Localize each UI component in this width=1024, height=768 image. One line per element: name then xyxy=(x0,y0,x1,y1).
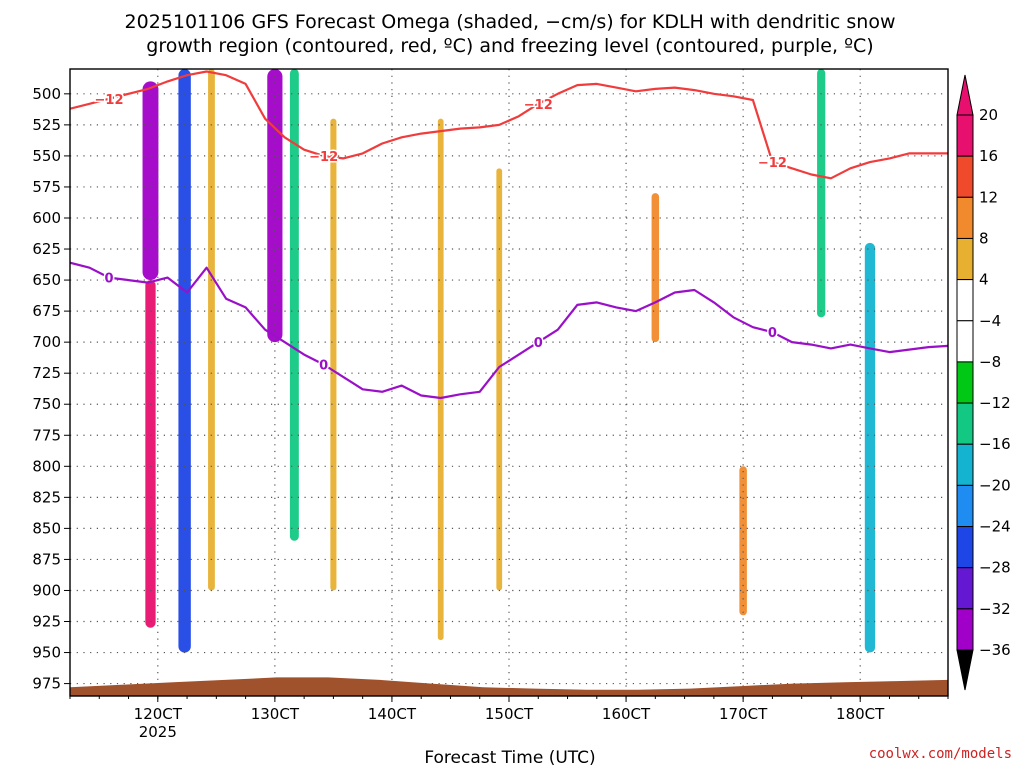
x-axis-label: Forecast Time (UTC) xyxy=(424,748,595,768)
colorbar-legend: 20 16 12 8 4 −4 −8 −12 −16 −20 −24 −28 −32 −36 xyxy=(956,74,1011,691)
omega-shaded-feature xyxy=(145,280,156,628)
colorbar-bin xyxy=(956,155,974,198)
colorbar-label: −24 xyxy=(979,518,1011,536)
y-tick-label: 500 xyxy=(32,85,61,103)
colorbar-label: −36 xyxy=(979,641,1011,659)
y-tick-label: 975 xyxy=(32,675,61,693)
omega-shaded-feature xyxy=(437,118,444,641)
colorbar-label: −16 xyxy=(979,435,1011,453)
plot-content: −12 −12 −12 −12 0 0 0 0 xyxy=(70,69,948,696)
omega-shaded-feature xyxy=(142,81,159,281)
y-tick-label: 575 xyxy=(32,178,61,196)
colorbar-label: 20 xyxy=(979,106,998,124)
snow-growth-contour-label: −12 xyxy=(758,156,787,171)
y-tick-label: 775 xyxy=(32,426,61,444)
y-tick-label: 550 xyxy=(32,147,61,165)
snow-growth-contour-label: −12 xyxy=(95,93,124,108)
y-tick-label: 675 xyxy=(32,302,61,320)
freezing-level-contour-label: 0 xyxy=(768,326,777,341)
y-axis: 500 525 550 575 600 625 650 675 700 725 750 775 800 8… xyxy=(32,85,70,693)
freezing-level-contour-label: 0 xyxy=(534,336,543,351)
freezing-level-contour-line xyxy=(70,261,948,400)
colorbar-label: 8 xyxy=(979,229,989,247)
colorbar-label: −32 xyxy=(979,600,1011,618)
omega-shaded-feature xyxy=(496,168,503,591)
y-tick-label: 525 xyxy=(32,116,61,134)
x-tick-label: 160CT xyxy=(602,705,651,723)
colorbar-label: −12 xyxy=(979,394,1011,412)
colorbar-bin xyxy=(956,567,974,610)
x-tick-label: 170CT xyxy=(719,705,768,723)
colorbar-bin xyxy=(956,279,974,322)
colorbar-label: −8 xyxy=(979,353,1001,371)
x-tick-label: 120CT xyxy=(134,705,183,723)
x-tick-label: 140CT xyxy=(368,705,417,723)
snow-growth-contour-line xyxy=(70,70,948,180)
colorbar-label: 12 xyxy=(979,188,998,206)
colorbar-bin xyxy=(956,443,974,486)
colorbar-bin xyxy=(956,114,974,157)
y-tick-label: 600 xyxy=(32,209,61,227)
colorbar-label: −28 xyxy=(979,559,1011,577)
y-tick-label: 725 xyxy=(32,364,61,382)
plot-area: −12 −12 −12 −12 0 0 0 0 xyxy=(69,68,949,697)
x-tick-label: 180CT xyxy=(836,705,885,723)
colorbar-bin xyxy=(956,237,974,281)
terrain-surface xyxy=(70,677,948,696)
colorbar-bin xyxy=(956,526,974,569)
y-tick-label: 700 xyxy=(32,333,61,351)
colorbar-label: −20 xyxy=(979,476,1011,494)
freezing-level-contour-label: 0 xyxy=(104,272,113,287)
credit-text: coolwx.com/models xyxy=(869,746,1012,762)
colorbar-bin xyxy=(956,484,974,528)
colorbar-bin xyxy=(956,402,974,445)
omega-shaded-feature xyxy=(208,69,215,591)
y-tick-label: 925 xyxy=(32,613,61,631)
omega-shaded-feature xyxy=(864,242,876,653)
colorbar-bottom-arrow xyxy=(956,649,974,691)
y-tick-label: 900 xyxy=(32,581,61,599)
y-tick-label: 875 xyxy=(32,550,61,568)
colorbar-top-arrow xyxy=(956,74,974,116)
chart-title-line2: growth region (contoured, red, ºC) and f… xyxy=(146,35,873,57)
colorbar-label: 4 xyxy=(979,271,989,289)
y-tick-label: 750 xyxy=(32,395,61,413)
y-tick-label: 800 xyxy=(32,457,61,475)
omega-shaded-feature xyxy=(330,118,337,591)
colorbar-label: −4 xyxy=(979,312,1001,330)
colorbar-label: 16 xyxy=(979,147,998,165)
chart-title-line1: 2025101106 GFS Forecast Omega (shaded, −… xyxy=(125,11,896,33)
colorbar-bin xyxy=(956,608,974,651)
y-tick-label: 950 xyxy=(32,644,61,662)
colorbar-bin xyxy=(956,196,974,239)
omega-shaded-feature xyxy=(739,466,747,616)
y-tick-label: 650 xyxy=(32,271,61,289)
snow-growth-contour-label: −12 xyxy=(524,98,553,113)
colorbar-bin xyxy=(956,320,974,363)
omega-shaded-feature xyxy=(178,69,191,653)
x-year-label: 2025 xyxy=(139,723,177,741)
x-axis: 120CT 130CT 140CT 150CT 160CT 170CT 180CT 2025 xyxy=(69,696,949,741)
colorbar-bin xyxy=(956,361,974,404)
x-tick-label: 130CT xyxy=(251,705,300,723)
freezing-level-contour-label: 0 xyxy=(319,358,328,373)
omega-shaded-feature xyxy=(267,69,283,343)
y-tick-label: 850 xyxy=(32,519,61,537)
snow-growth-contour-label: −12 xyxy=(309,150,338,165)
x-tick-label: 150CT xyxy=(485,705,534,723)
omega-shaded-feature xyxy=(817,69,826,318)
y-tick-label: 825 xyxy=(32,488,61,506)
omega-shaded-feature xyxy=(651,193,660,343)
y-tick-label: 625 xyxy=(32,240,61,258)
omega-shaded-feature xyxy=(289,69,299,541)
